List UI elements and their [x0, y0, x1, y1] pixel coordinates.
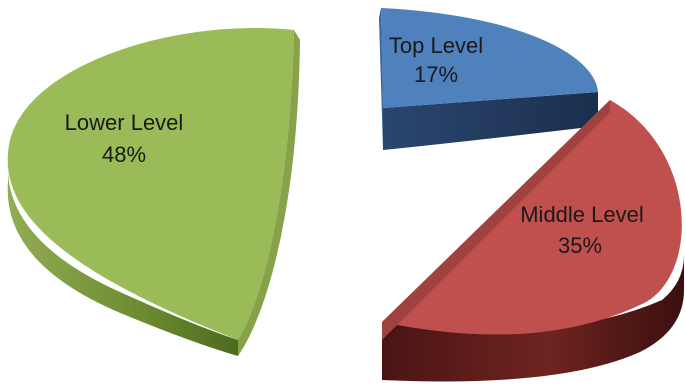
slice-percent-lower-level: 48% — [102, 142, 146, 167]
slice-percent-top-level: 17% — [414, 62, 458, 87]
slice-percent-middle-level: 35% — [558, 233, 602, 258]
slice-top-level-top — [381, 8, 598, 108]
slice-lower-level — [7, 28, 300, 356]
slice-label-top-level: Top Level — [389, 33, 483, 58]
slice-top-level-left-face — [379, 8, 383, 150]
slice-middle-level-side — [382, 255, 684, 382]
slice-lower-level-top — [7, 28, 295, 340]
slice-middle-level-top — [382, 100, 682, 335]
slice-top-level — [379, 8, 598, 150]
slice-lower-level-side — [7, 162, 238, 356]
slice-middle-level — [382, 100, 684, 382]
slice-label-lower-level: Lower Level — [65, 110, 184, 135]
slice-middle-level-inner-face — [382, 100, 610, 340]
slice-top-level-side — [383, 92, 598, 150]
slice-label-middle-level: Middle Level — [520, 202, 644, 227]
slice-lower-level-inner-face — [238, 30, 300, 356]
